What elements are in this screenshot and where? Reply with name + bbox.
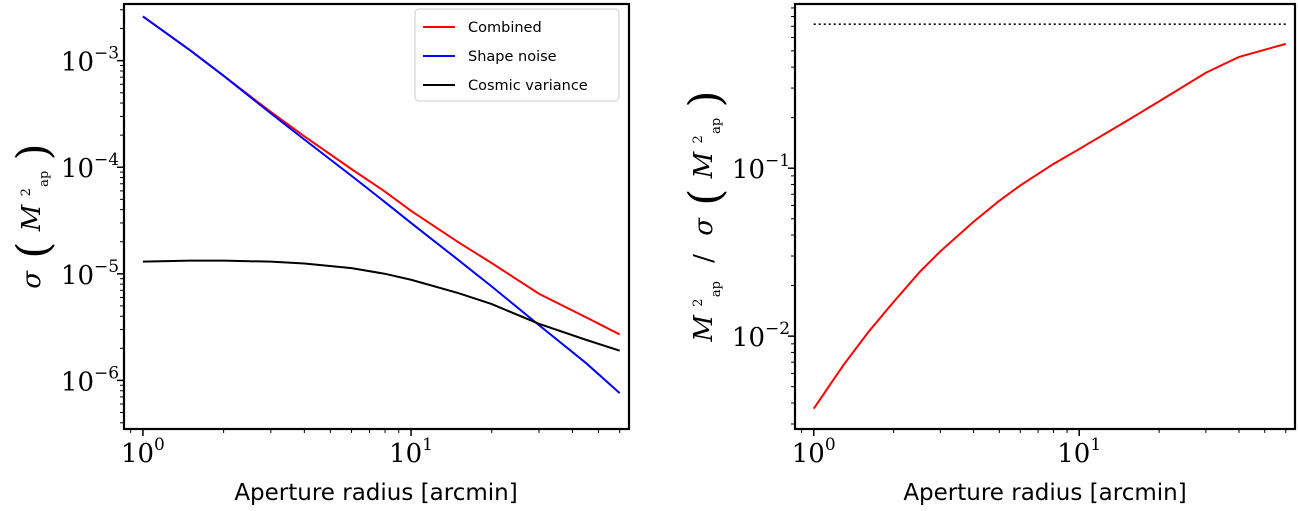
right-ylabel-superscript-numerator: 2	[691, 298, 706, 306]
right-chart-series-group	[812, 23, 1287, 410]
right-ylabel-subscript: ap	[709, 118, 724, 134]
right-chart-x-axis-title: Aperture radius [arcmin]	[903, 480, 1186, 506]
left-chart-plot-frame	[122, 2, 631, 431]
left-ylabel-subscript: ap	[37, 171, 52, 187]
left-chart: 100 101 10−6 10−5 10−4 10−3 Aperture radius […	[7, 2, 631, 506]
right-series-line-0	[812, 42, 1287, 410]
legend-label-0: Combined	[468, 20, 542, 36]
left-chart-x-axis-title: Aperture radius [arcmin]	[234, 480, 517, 506]
left-y-tick-label-2: 10−4	[61, 150, 119, 184]
right-ylabel-subscript-numerator: ap	[709, 281, 724, 297]
left-x-tick-label-1: 101	[389, 435, 433, 469]
left-series-line-2	[142, 259, 620, 352]
left-chart-y-axis-title: σ ( M 2 ap )	[7, 143, 59, 288]
left-y-tick-label-3: 10−3	[61, 44, 119, 78]
left-y-tick-label-0: 10−6	[61, 363, 119, 397]
left-ylabel-quantity: M	[17, 203, 47, 232]
svg-text:σ ( M: σ ( M 2 ap )	[7, 143, 59, 288]
right-y-tick-label-1: 10−1	[732, 151, 790, 185]
left-ylabel-superscript: 2	[19, 188, 34, 196]
svg-text:M 2 ap: M 2 ap / σ ( M 2 ap )	[679, 90, 731, 342]
right-chart-ticks: 100 101 10−2 10−1	[732, 7, 1287, 469]
right-ylabel-superscript: 2	[691, 135, 706, 143]
left-chart-ticks: 100 101 10−6 10−5 10−4 10−3	[61, 9, 621, 469]
right-ylabel-quantity: M	[689, 150, 719, 179]
right-chart-y-axis-title: M 2 ap / σ ( M 2 ap )	[679, 90, 731, 342]
right-chart-plot-frame	[793, 2, 1297, 431]
right-x-tick-label-0: 100	[792, 435, 836, 469]
legend-label-2: Cosmic variance	[468, 78, 588, 94]
left-ylabel-sigma: σ	[17, 270, 47, 289]
legend-label-1: Shape noise	[468, 49, 557, 65]
right-ylabel-sigma: σ	[689, 217, 719, 236]
legend-box	[414, 8, 620, 102]
legend: Combined Shape noise Cosmic variance	[414, 8, 620, 102]
right-x-tick-label-1: 101	[1057, 435, 1101, 469]
left-chart-series-group	[142, 15, 621, 394]
right-y-tick-label-0: 10−2	[732, 319, 790, 353]
left-y-tick-label-1: 10−5	[61, 257, 119, 291]
left-x-tick-label-0: 100	[121, 435, 165, 469]
left-series-line-1	[142, 15, 621, 394]
right-ylabel-quantity-numerator: M	[689, 314, 719, 343]
